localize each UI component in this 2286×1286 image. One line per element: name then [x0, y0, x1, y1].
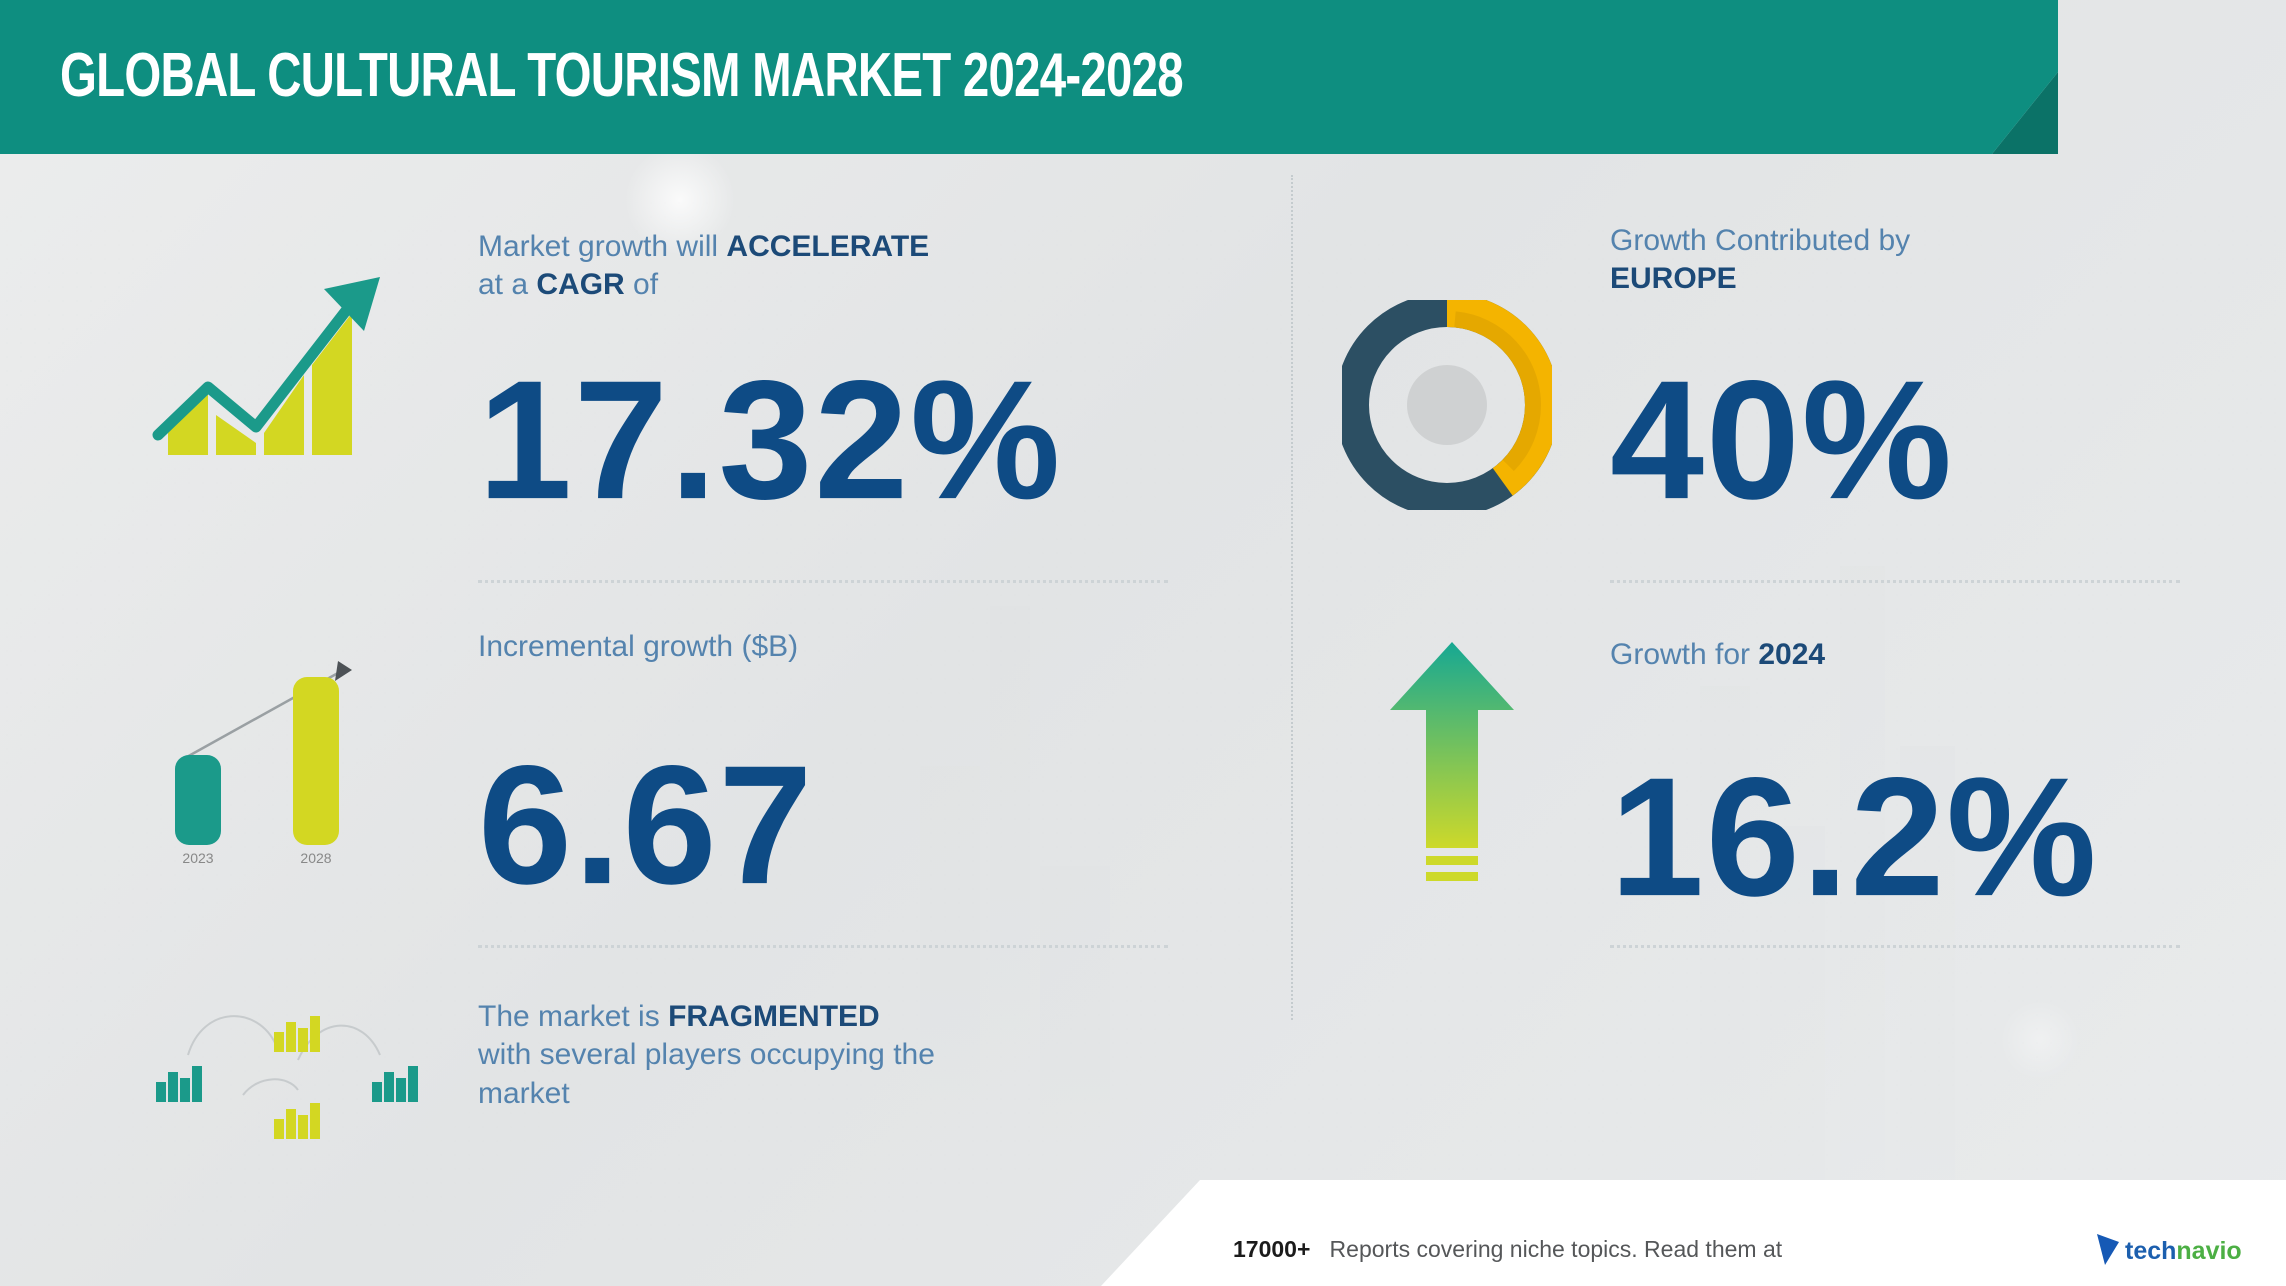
svg-text:2023: 2023 — [182, 850, 213, 866]
svg-text:2028: 2028 — [300, 850, 331, 866]
svg-text:technavio: technavio — [2125, 1237, 2242, 1265]
